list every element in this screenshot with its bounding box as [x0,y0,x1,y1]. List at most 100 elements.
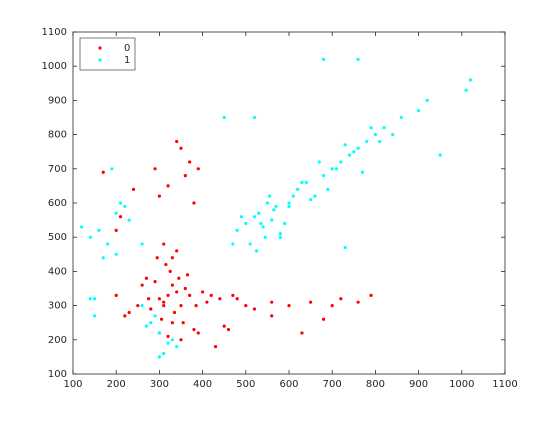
point [296,187,300,191]
y-tick-label: 400 [48,266,67,277]
point [149,321,153,325]
point [162,351,166,356]
point [244,221,248,226]
x-tick-label: 1100 [492,379,517,390]
x-tick-label: 100 [63,379,82,390]
point [123,204,127,209]
point [153,167,157,171]
point [309,197,313,202]
point [399,115,403,120]
point [321,317,326,321]
point [188,160,192,164]
point [278,235,282,239]
point [196,331,200,335]
point [222,115,226,120]
x-tick-label: 900 [409,379,428,390]
point [213,345,218,349]
point [153,280,157,284]
point [157,297,161,301]
x-tick-label: 1000 [449,379,474,390]
point [170,283,174,287]
point [105,242,110,246]
x-tick-label: 800 [366,379,385,390]
x-tick-label: 600 [279,379,298,390]
point [326,187,330,191]
point [356,57,360,61]
point [352,150,356,154]
x-tick-label: 700 [323,379,342,390]
point [259,221,263,226]
point [231,293,235,297]
point [218,297,222,301]
legend-marker [98,58,102,62]
point [88,297,92,301]
point [365,139,369,144]
point [166,184,170,188]
point [438,153,442,157]
point [231,242,235,246]
x-tick-label: 500 [236,379,255,390]
point [162,242,166,246]
point [244,304,248,308]
point [136,304,140,308]
point [272,208,276,212]
point [209,293,213,297]
point [360,170,365,174]
point [252,215,257,219]
point [278,232,282,236]
point [261,225,265,229]
point [179,304,183,308]
point [170,256,174,260]
point [127,310,131,315]
point [157,331,161,335]
point [147,297,151,301]
point [283,221,287,226]
point [114,293,118,297]
point [356,146,360,150]
point [464,88,468,92]
point [172,310,177,315]
point [313,194,317,198]
y-tick-label: 100 [48,369,67,380]
point [183,174,187,178]
point [252,307,257,311]
point [93,314,97,318]
point [166,334,170,338]
point [166,293,170,297]
y-tick-label: 600 [48,198,67,209]
x-tick-label: 300 [150,379,169,390]
point [255,249,259,253]
point [287,304,291,308]
point [175,290,179,294]
point [157,355,161,359]
point [192,327,196,332]
point [140,242,144,246]
point [110,167,114,171]
point [425,98,429,102]
point [321,57,326,61]
point [309,300,313,304]
legend-marker [98,46,102,50]
point [343,143,347,147]
point [417,109,421,113]
y-tick-label: 700 [48,164,67,175]
point [267,194,272,198]
point [101,256,105,260]
point [123,314,127,318]
point [118,215,123,219]
point [114,228,118,232]
point [334,167,339,171]
point [369,126,373,130]
point [175,345,179,349]
point [127,218,131,222]
point [317,160,321,164]
point [330,167,334,171]
point [252,115,257,120]
point [205,300,209,304]
point [144,324,149,328]
point [188,293,192,297]
point [347,153,352,157]
point [162,304,166,308]
point [168,269,172,273]
